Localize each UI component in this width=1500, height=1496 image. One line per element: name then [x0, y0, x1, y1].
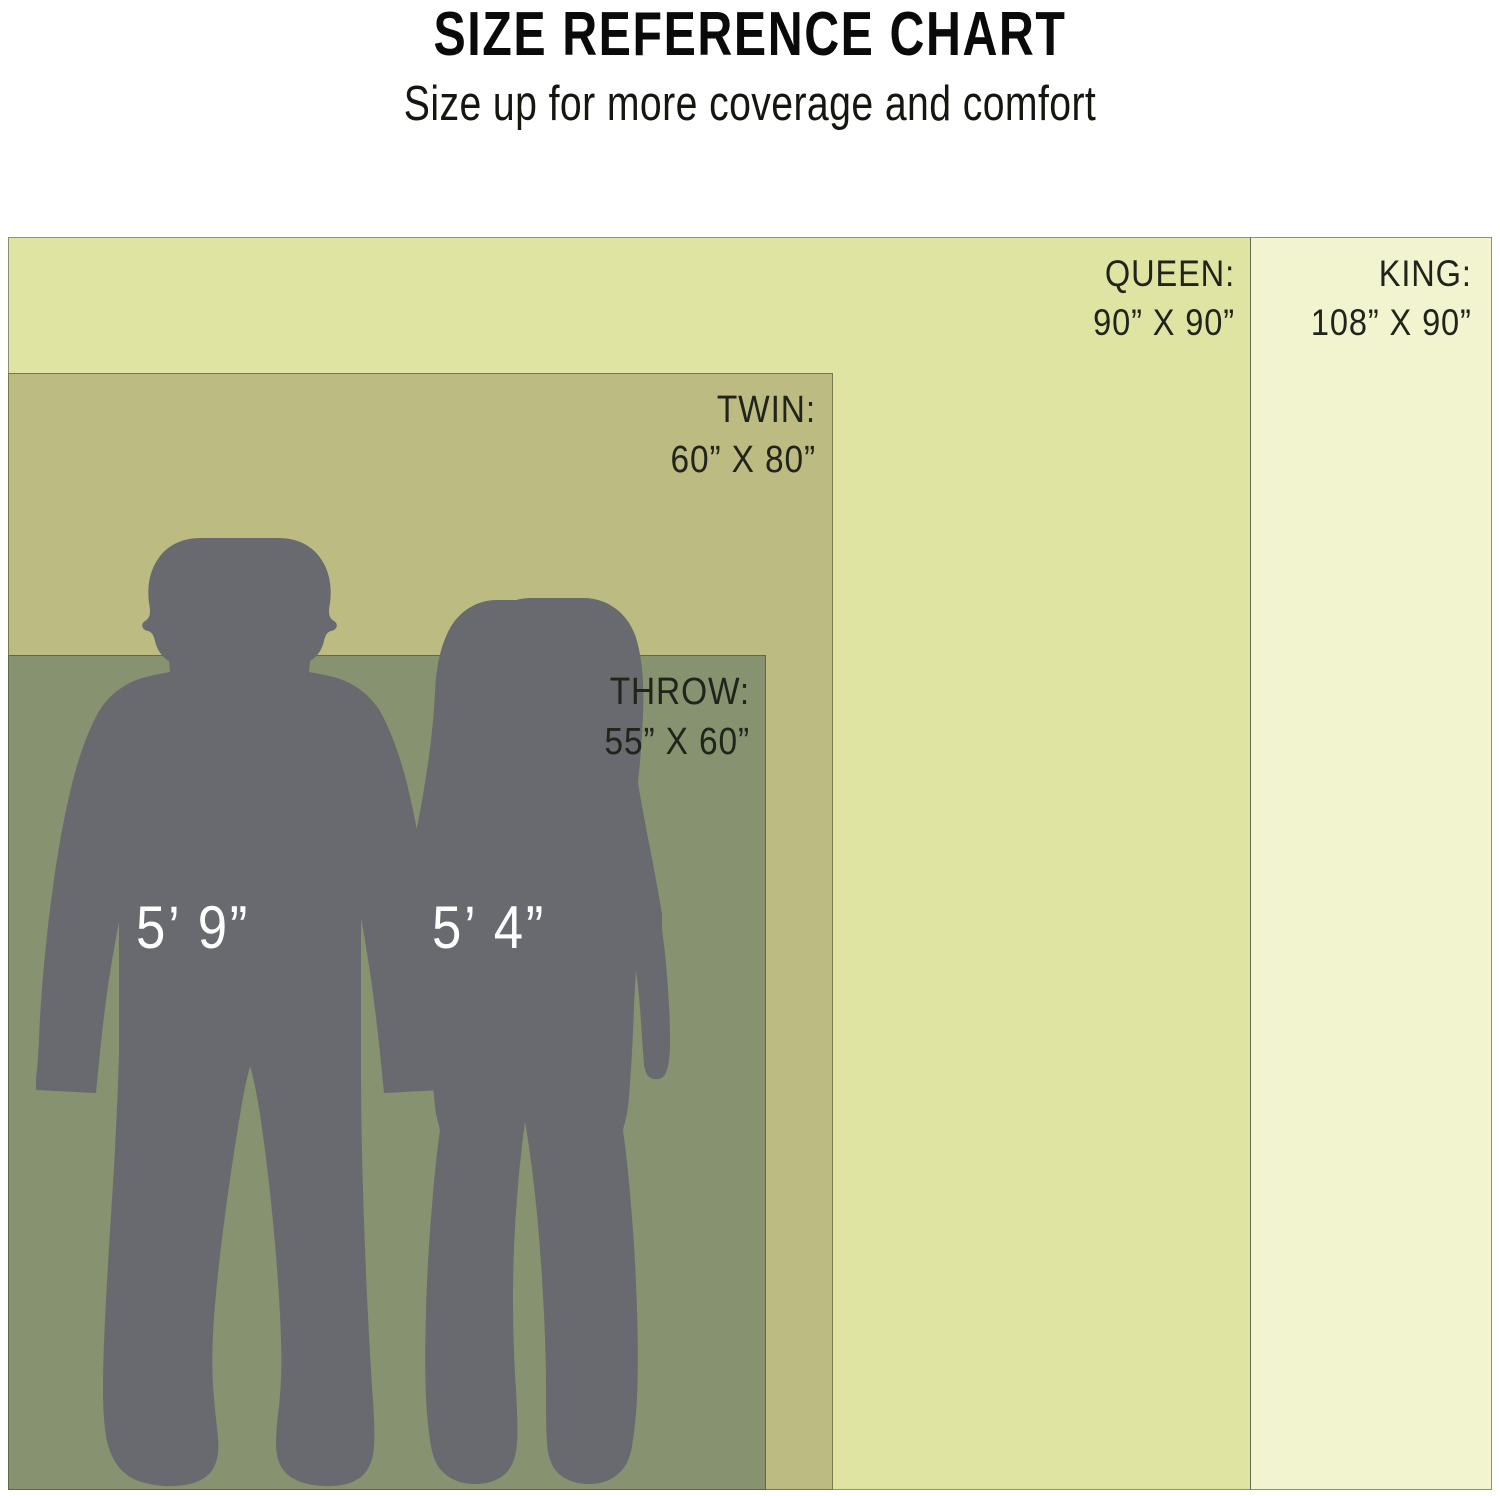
page-title: SIZE REFERENCE CHART — [433, 0, 1067, 69]
size-label-twin-dims: 60” X 80” — [670, 439, 816, 482]
size-label-throw-dims: 55” X 60” — [604, 721, 750, 764]
size-label-twin: TWIN: 60” X 80” — [420, 385, 816, 485]
size-label-queen-dims: 90” X 90” — [1093, 301, 1235, 343]
page-subtitle: Size up for more coverage and comfort — [403, 77, 1097, 131]
height-label-female: 5’ 4” — [432, 894, 546, 961]
size-label-king-name: KING: — [1378, 253, 1472, 294]
size-label-queen: QUEEN: 90” X 90” — [860, 250, 1235, 348]
size-label-throw: THROW: 55” X 60” — [380, 667, 750, 767]
size-label-king: KING: 108” X 90” — [1289, 250, 1472, 348]
size-block-throw — [8, 655, 766, 1490]
height-label-male: 5’ 9” — [136, 894, 250, 961]
size-label-king-dims: 108” X 90” — [1311, 301, 1472, 343]
size-label-throw-name: THROW: — [609, 671, 750, 713]
header: SIZE REFERENCE CHART Size up for more co… — [0, 0, 1500, 225]
size-label-queen-name: QUEEN: — [1104, 253, 1235, 294]
size-label-twin-name: TWIN: — [716, 389, 816, 431]
